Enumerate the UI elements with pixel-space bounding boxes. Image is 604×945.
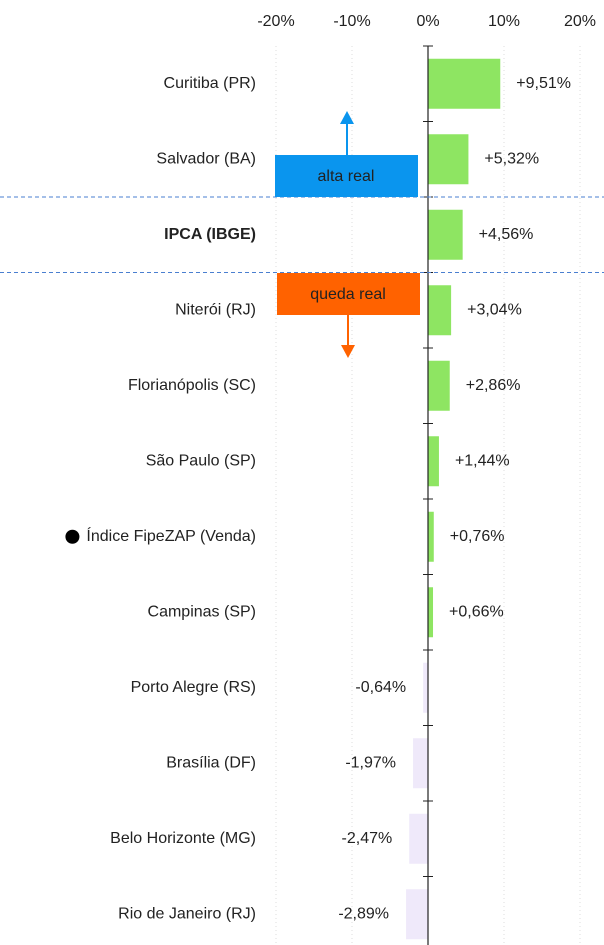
x-tick-label: -20% [257, 13, 294, 30]
bar [413, 738, 428, 789]
annotation-box [275, 155, 418, 197]
bar [428, 436, 439, 487]
category-marker [65, 529, 80, 544]
value-label: +4,56% [479, 226, 534, 243]
annotation-text: queda real [310, 286, 386, 303]
value-label: +0,66% [449, 603, 504, 620]
value-label: -0,64% [355, 679, 406, 696]
value-label: +1,44% [455, 452, 510, 469]
bar [428, 134, 469, 185]
value-label: +9,51% [516, 75, 571, 92]
value-label: +3,04% [467, 301, 522, 318]
x-tick-label: 20% [564, 13, 596, 30]
bar [428, 360, 450, 411]
category-label: IPCA (IBGE) [164, 226, 256, 243]
annotation-arrowhead [341, 345, 355, 358]
category-label: Campinas (SP) [148, 603, 256, 620]
bar [428, 511, 434, 562]
annotation-arrowhead [340, 111, 354, 124]
category-label: Belo Horizonte (MG) [110, 830, 256, 847]
annotation-text: alta real [318, 168, 375, 185]
annotation-box [277, 273, 420, 315]
category-label: São Paulo (SP) [146, 452, 256, 469]
bar [428, 587, 434, 638]
x-tick-label: -10% [333, 13, 370, 30]
bar [409, 813, 428, 864]
bar [428, 285, 452, 336]
x-tick-label: 10% [488, 13, 520, 30]
category-label: Florianópolis (SC) [128, 377, 256, 394]
bar [406, 889, 428, 940]
bar [423, 662, 428, 713]
category-label: Niterói (RJ) [175, 301, 256, 318]
category-label: Porto Alegre (RS) [131, 679, 256, 696]
value-label: +2,86% [466, 377, 521, 394]
category-label: Índice FipeZAP (Venda) [86, 526, 256, 545]
value-label: -2,89% [338, 905, 389, 922]
category-label: Rio de Janeiro (RJ) [118, 905, 256, 922]
bar [428, 58, 501, 109]
value-label: +5,32% [484, 150, 539, 167]
category-label: Salvador (BA) [156, 150, 256, 167]
bar [428, 209, 463, 260]
category-label: Brasília (DF) [166, 754, 256, 771]
x-tick-label: 0% [416, 13, 439, 30]
value-label: -2,47% [342, 830, 393, 847]
value-label: -1,97% [345, 754, 396, 771]
category-label: Curitiba (PR) [164, 75, 256, 92]
value-label: +0,76% [450, 528, 505, 545]
